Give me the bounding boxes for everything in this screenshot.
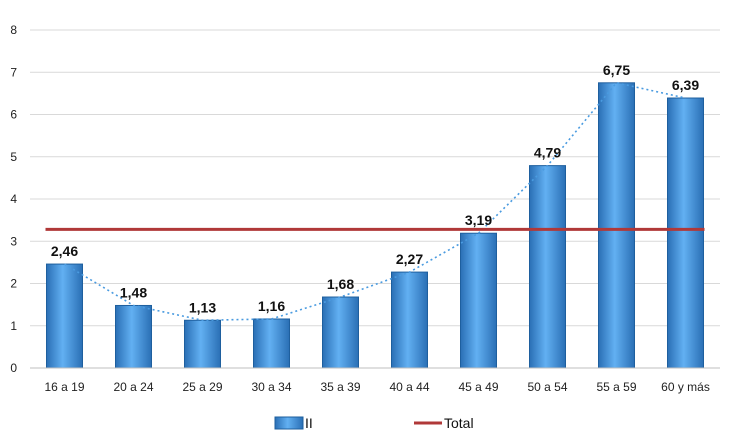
data-label: 1,48 [120, 284, 147, 300]
x-tick-label: 45 a 49 [458, 380, 498, 394]
y-tick-label: 8 [10, 23, 17, 37]
x-tick-label: 60 y más [661, 380, 710, 394]
x-axis: 16 a 19 20 a 24 25 a 29 30 a 34 35 a 39 40 a … [30, 367, 720, 394]
bar [115, 304, 152, 369]
data-label: 1,16 [258, 298, 285, 314]
trendline [64, 81, 686, 322]
data-label: 1,68 [327, 276, 354, 292]
data-label: 1,13 [189, 299, 216, 315]
x-tick-label: 30 a 34 [251, 380, 291, 394]
data-label: 6,39 [672, 77, 699, 93]
x-tick-label: 25 a 29 [182, 380, 222, 394]
y-axis: 0 1 2 3 4 5 6 7 8 [10, 23, 17, 375]
y-tick-label: 1 [10, 319, 17, 333]
bar [322, 296, 359, 369]
data-label: 2,46 [51, 243, 78, 259]
x-tick-label: 35 a 39 [320, 380, 360, 394]
trendline-path [64, 81, 686, 322]
bar [598, 82, 635, 369]
bar [460, 232, 497, 369]
y-tick-label: 5 [10, 150, 17, 164]
legend-label: Total [444, 415, 474, 431]
data-label: 2,27 [396, 251, 423, 267]
y-tick-label: 7 [10, 65, 17, 79]
bar [184, 319, 221, 369]
bar [529, 165, 566, 369]
bar [667, 97, 704, 369]
x-tick-label: 16 a 19 [44, 380, 84, 394]
bars [46, 82, 704, 369]
y-tick-label: 0 [10, 361, 17, 375]
x-tick-label: 50 a 54 [527, 380, 567, 394]
bar [391, 271, 428, 369]
legend-label: II [305, 415, 313, 431]
legend-swatch-bars [274, 416, 304, 430]
bar [253, 318, 290, 369]
data-labels: 2,46 1,48 1,13 1,16 1,68 2,27 3,19 4,79 6,75 6,39 [51, 62, 699, 315]
y-tick-label: 3 [10, 234, 17, 248]
data-label: 3,19 [465, 212, 492, 228]
x-tick-label: 55 a 59 [596, 380, 636, 394]
y-tick-label: 4 [10, 192, 17, 206]
bar [46, 263, 83, 369]
y-tick-label: 6 [10, 108, 17, 122]
data-label: 4,79 [534, 145, 561, 161]
x-tick-label: 40 a 44 [389, 380, 429, 394]
data-label: 6,75 [603, 62, 630, 78]
y-tick-label: 2 [10, 277, 17, 291]
legend: II Total [274, 415, 474, 431]
x-tick-label: 20 a 24 [113, 380, 153, 394]
